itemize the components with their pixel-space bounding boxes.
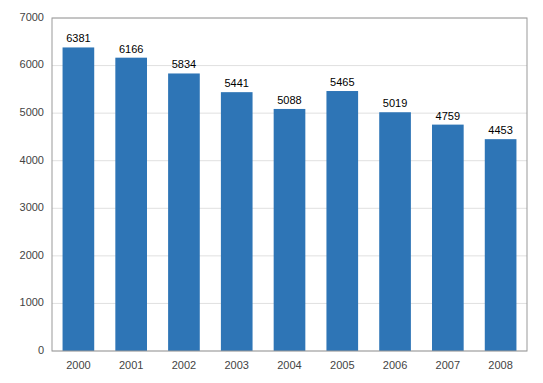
x-tick-label: 2003 [224, 359, 248, 371]
data-label: 5834 [172, 58, 196, 70]
chart-container: 0 1000 2000 3000 4000 5000 6000 7000 6381 6166 583… [0, 0, 543, 383]
chart: 0 1000 2000 3000 4000 5000 6000 7000 6381 6166 583… [0, 0, 543, 383]
data-label: 5019 [383, 97, 407, 109]
x-tick-label: 2004 [277, 359, 301, 371]
y-tick-label: 2000 [20, 249, 44, 261]
page: {"chart_data": {"type": "bar", "categori… [0, 0, 543, 383]
data-label: 5088 [277, 94, 301, 106]
bar [221, 92, 253, 351]
y-tick-label: 1000 [20, 296, 44, 308]
bar [485, 139, 517, 351]
y-tick-label: 6000 [20, 58, 44, 70]
x-tick-label: 2008 [488, 359, 512, 371]
x-tick-label: 2007 [436, 359, 460, 371]
bar [63, 47, 95, 351]
bar [432, 125, 464, 351]
x-tick-label: 2001 [119, 359, 143, 371]
x-tick-label: 2002 [172, 359, 196, 371]
y-tick-label: 7000 [20, 11, 44, 23]
bar [115, 58, 147, 351]
x-tick-label: 2000 [66, 359, 90, 371]
bar [168, 73, 200, 351]
data-label: 4759 [436, 110, 460, 122]
y-tick-label: 5000 [20, 106, 44, 118]
bar [326, 91, 358, 351]
data-label: 6381 [66, 32, 90, 44]
x-tick-label: 2006 [383, 359, 407, 371]
grid [52, 18, 527, 351]
bar [274, 109, 306, 351]
y-tick-label: 4000 [20, 154, 44, 166]
bar [379, 112, 411, 351]
y-tick-label: 3000 [20, 201, 44, 213]
data-label: 5441 [224, 77, 248, 89]
y-tick-label: 0 [38, 344, 44, 356]
data-label: 6166 [119, 43, 143, 55]
data-label: 5465 [330, 76, 354, 88]
plot-frame [52, 18, 527, 351]
x-tick-label: 2005 [330, 359, 354, 371]
bars [63, 47, 517, 351]
data-label: 4453 [488, 124, 512, 136]
